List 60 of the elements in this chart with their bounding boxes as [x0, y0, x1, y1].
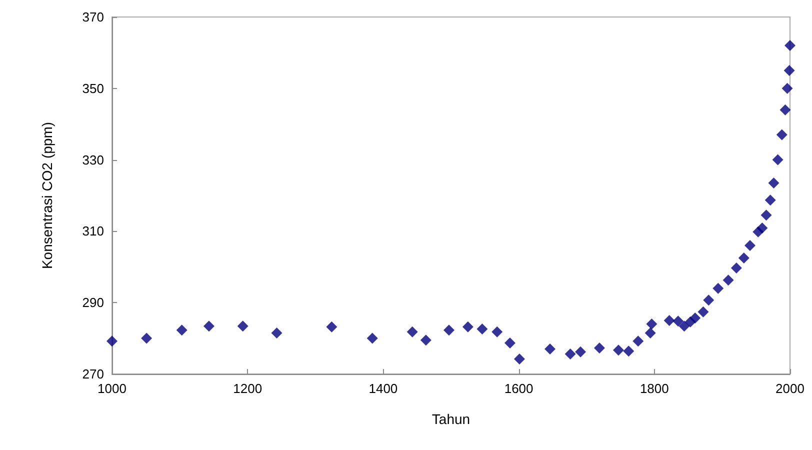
point	[141, 332, 152, 344]
point	[366, 332, 378, 344]
point	[443, 324, 454, 336]
point	[744, 240, 756, 251]
point	[703, 294, 714, 306]
point	[632, 336, 644, 347]
point	[644, 327, 656, 338]
point	[492, 326, 503, 338]
point	[764, 194, 776, 206]
point	[203, 320, 214, 332]
point	[646, 318, 658, 330]
x-tick-label: 1800	[640, 381, 669, 396]
x-tick-label: 1400	[368, 381, 398, 396]
point	[768, 178, 780, 189]
point	[678, 320, 690, 332]
point	[772, 154, 784, 166]
y-axis-title: Konsentrasi CO2 (ppm)	[39, 122, 55, 270]
point	[564, 348, 576, 360]
point	[462, 321, 474, 332]
point	[782, 82, 793, 94]
x-tick-label: 2000	[776, 381, 804, 396]
point	[780, 104, 791, 116]
x-tick-label: 1200	[233, 381, 262, 396]
point	[106, 336, 118, 347]
point	[176, 324, 188, 336]
x-axis-title: Tahun	[432, 411, 470, 427]
point	[784, 40, 796, 52]
point	[504, 337, 516, 348]
point	[476, 324, 488, 335]
point	[544, 344, 556, 355]
point	[784, 65, 795, 76]
point	[420, 334, 432, 346]
point	[722, 274, 734, 286]
point	[760, 210, 772, 221]
y-tick-label: 330	[82, 152, 104, 168]
point	[623, 346, 634, 357]
point	[237, 320, 248, 332]
point	[271, 327, 282, 338]
point	[612, 344, 624, 356]
y-tick-label: 290	[82, 295, 104, 310]
y-tick-label: 270	[82, 366, 104, 382]
point	[575, 346, 586, 358]
point	[672, 316, 684, 327]
point	[406, 326, 418, 338]
point	[756, 222, 768, 234]
point	[730, 262, 742, 274]
y-tick-label: 370	[82, 10, 104, 24]
point	[738, 252, 750, 264]
point	[326, 321, 338, 332]
point	[776, 129, 788, 140]
point	[698, 306, 709, 318]
y-tick-label: 310	[82, 224, 104, 239]
x-tick-label: 1000	[98, 381, 126, 396]
x-tick-label: 1600	[504, 381, 534, 396]
point	[712, 282, 724, 294]
point	[690, 312, 701, 324]
point	[664, 314, 675, 326]
y-tick-label: 350	[82, 80, 104, 96]
point	[594, 342, 605, 354]
point	[514, 354, 525, 365]
